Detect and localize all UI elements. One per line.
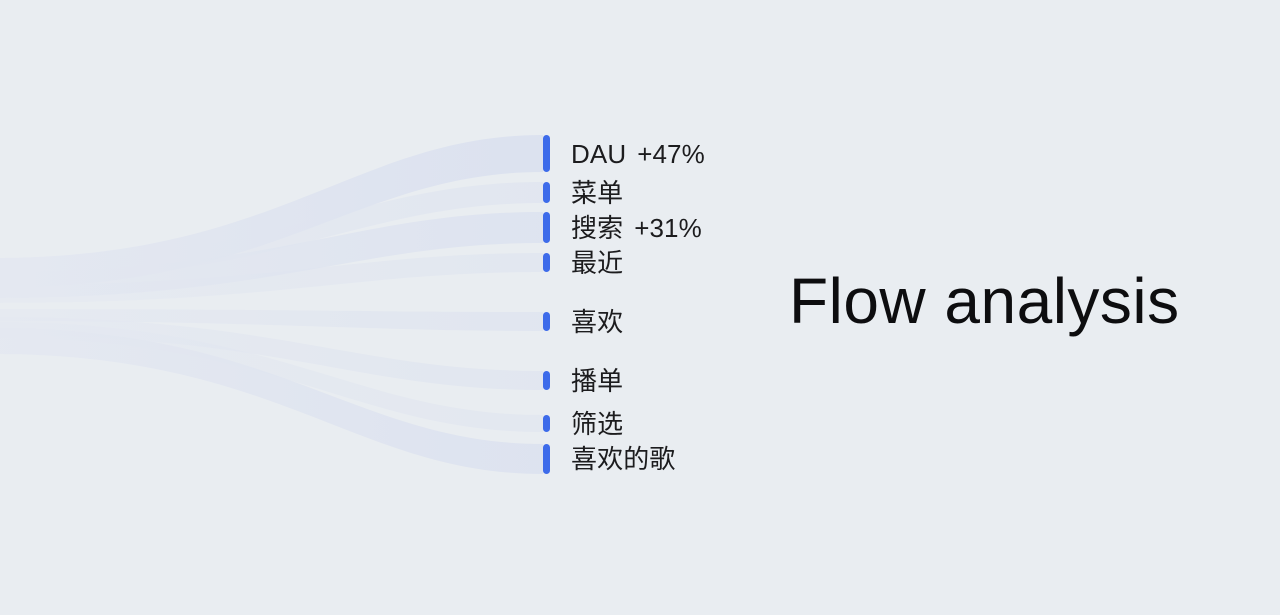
flow-node-recent[interactable]: 最近 <box>543 250 634 276</box>
node-label: 菜单 <box>571 180 634 206</box>
sankey-ribbon-menu <box>0 182 543 282</box>
node-bar[interactable] <box>543 182 550 203</box>
node-label-text: DAU <box>571 138 627 169</box>
flow-node-likes[interactable]: 喜欢 <box>543 309 634 335</box>
page-title: Flow analysis <box>789 265 1180 337</box>
sankey-ribbon-likes <box>0 309 543 331</box>
sankey-ribbon-loved_song <box>0 328 543 474</box>
node-label-text: 菜单 <box>571 177 624 208</box>
node-bar[interactable] <box>543 312 550 331</box>
flow-node-menu[interactable]: 菜单 <box>543 180 634 206</box>
node-bar[interactable] <box>543 212 550 243</box>
node-delta: +31% <box>634 212 702 243</box>
ribbon-group <box>0 135 543 474</box>
node-bar[interactable] <box>543 415 550 432</box>
node-label: 播单 <box>571 368 634 394</box>
node-label: 最近 <box>571 250 634 276</box>
node-delta: +47% <box>637 138 705 169</box>
node-bar[interactable] <box>543 371 550 390</box>
node-bar[interactable] <box>543 135 550 172</box>
node-label: 筛选 <box>571 411 634 437</box>
flow-node-loved-song[interactable]: 喜欢的歌 <box>543 444 686 474</box>
node-bar[interactable] <box>543 444 550 474</box>
node-label-text: 播单 <box>571 365 624 396</box>
flow-node-search[interactable]: 搜索 +31% <box>543 212 702 243</box>
node-label: 搜索 +31% <box>571 215 702 241</box>
sankey-ribbon-recent <box>0 253 543 303</box>
flow-node-playlist[interactable]: 播单 <box>543 368 634 394</box>
node-label-text: 最近 <box>571 247 624 278</box>
node-label: 喜欢的歌 <box>571 446 686 472</box>
sankey-ribbon-dau <box>0 135 543 288</box>
node-label-text: 喜欢的歌 <box>571 444 676 474</box>
node-bar[interactable] <box>543 253 550 272</box>
flow-node-dau[interactable]: DAU +47% <box>543 135 705 172</box>
sankey-ribbon-filter <box>0 322 543 432</box>
node-label-text: 喜欢 <box>571 306 624 337</box>
node-label-text: 搜索 <box>571 212 624 243</box>
sankey-ribbon-search <box>0 212 543 298</box>
flow-node-filter[interactable]: 筛选 <box>543 411 634 437</box>
node-label: 喜欢 <box>571 309 634 335</box>
node-label-text: 筛选 <box>571 408 624 439</box>
node-label: DAU +47% <box>571 141 705 167</box>
